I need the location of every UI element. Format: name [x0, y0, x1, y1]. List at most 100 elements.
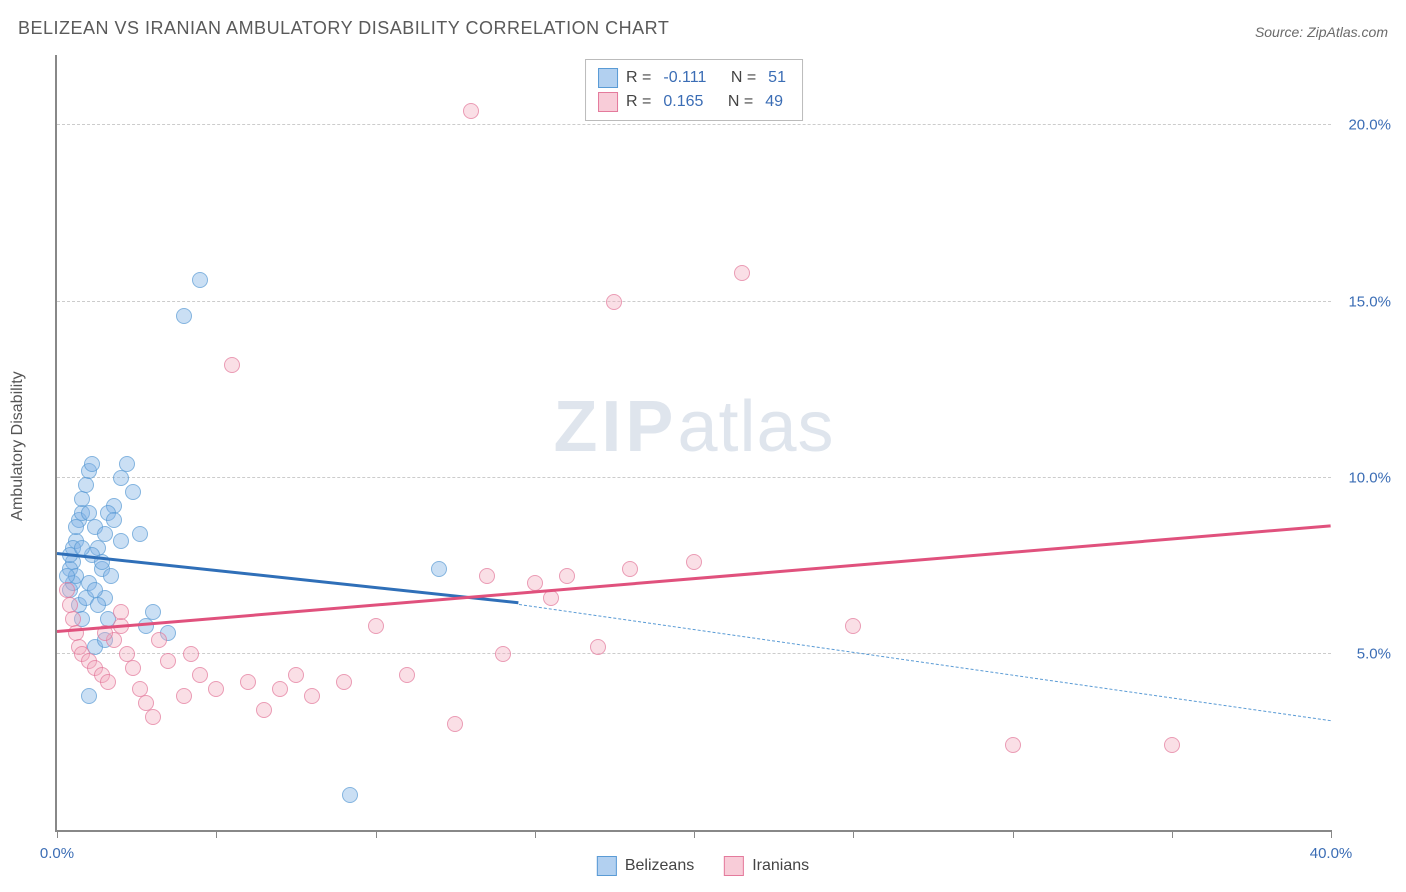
stat-legend-row-iranians: R = 0.165 N = 49	[598, 90, 790, 114]
swatch-icon	[598, 68, 618, 88]
scatter-point	[145, 604, 161, 620]
trend-line	[57, 524, 1331, 633]
chart-title: BELIZEAN VS IRANIAN AMBULATORY DISABILIT…	[18, 18, 669, 39]
stat-r-label: R =	[626, 69, 651, 87]
scatter-point	[160, 653, 176, 669]
scatter-point	[106, 512, 122, 528]
scatter-point	[559, 568, 575, 584]
scatter-point	[590, 639, 606, 655]
trend-line	[57, 552, 519, 604]
scatter-point	[495, 646, 511, 662]
scatter-point	[176, 688, 192, 704]
watermark-bold: ZIP	[553, 387, 677, 467]
scatter-point	[288, 667, 304, 683]
stat-r-value: 0.165	[663, 93, 703, 111]
scatter-point	[368, 618, 384, 634]
x-tick-label: 0.0%	[40, 845, 74, 862]
scatter-point	[399, 667, 415, 683]
scatter-point	[240, 674, 256, 690]
scatter-point	[622, 561, 638, 577]
x-tick	[694, 830, 695, 838]
gridline	[57, 653, 1331, 654]
chart-plot-area: ZIPatlas R = -0.111 N = 51 R = 0.165 N =…	[55, 55, 1331, 832]
x-tick	[1172, 830, 1173, 838]
watermark-rest: atlas	[677, 387, 834, 467]
scatter-point	[113, 470, 129, 486]
scatter-point	[479, 568, 495, 584]
scatter-point	[119, 456, 135, 472]
scatter-point	[145, 709, 161, 725]
x-tick-label: 40.0%	[1310, 845, 1353, 862]
scatter-point	[81, 505, 97, 521]
scatter-point	[125, 484, 141, 500]
stat-n-label: N =	[728, 93, 753, 111]
y-tick-label: 20.0%	[1336, 117, 1391, 134]
y-tick-label: 15.0%	[1336, 293, 1391, 310]
scatter-point	[151, 632, 167, 648]
scatter-point	[78, 477, 94, 493]
scatter-point	[90, 597, 106, 613]
x-tick	[57, 830, 58, 838]
scatter-point	[132, 526, 148, 542]
x-tick	[853, 830, 854, 838]
x-tick	[1331, 830, 1332, 838]
scatter-point	[845, 618, 861, 634]
x-tick	[216, 830, 217, 838]
y-tick-label: 10.0%	[1336, 469, 1391, 486]
scatter-point	[138, 618, 154, 634]
legend-item-belizeans: Belizeans	[597, 856, 694, 876]
scatter-point	[183, 646, 199, 662]
scatter-point	[84, 456, 100, 472]
scatter-point	[304, 688, 320, 704]
stat-n-label: N =	[731, 69, 756, 87]
scatter-point	[192, 272, 208, 288]
scatter-point	[447, 716, 463, 732]
scatter-point	[103, 568, 119, 584]
scatter-point	[527, 575, 543, 591]
scatter-point	[97, 526, 113, 542]
source-credit: Source: ZipAtlas.com	[1255, 24, 1388, 40]
x-tick	[1013, 830, 1014, 838]
trend-line	[519, 604, 1331, 721]
scatter-point	[74, 540, 90, 556]
stat-r-value: -0.111	[663, 69, 706, 87]
scatter-point	[543, 590, 559, 606]
scatter-point	[81, 688, 97, 704]
scatter-point	[606, 294, 622, 310]
scatter-point	[256, 702, 272, 718]
stat-n-value: 49	[765, 93, 783, 111]
gridline	[57, 477, 1331, 478]
y-axis-label: Ambulatory Disability	[9, 371, 27, 520]
scatter-point	[125, 660, 141, 676]
scatter-point	[176, 308, 192, 324]
swatch-icon	[598, 92, 618, 112]
legend-label: Iranians	[752, 857, 809, 875]
scatter-point	[113, 618, 129, 634]
legend-item-iranians: Iranians	[724, 856, 809, 876]
scatter-point	[431, 561, 447, 577]
x-tick	[535, 830, 536, 838]
scatter-point	[734, 265, 750, 281]
stat-legend: R = -0.111 N = 51 R = 0.165 N = 49	[585, 59, 803, 121]
scatter-point	[1005, 737, 1021, 753]
y-tick-label: 5.0%	[1336, 645, 1391, 662]
swatch-icon	[724, 856, 744, 876]
swatch-icon	[597, 856, 617, 876]
watermark: ZIPatlas	[553, 386, 834, 468]
gridline	[57, 301, 1331, 302]
stat-r-label: R =	[626, 93, 651, 111]
scatter-point	[463, 103, 479, 119]
scatter-point	[113, 533, 129, 549]
scatter-point	[224, 357, 240, 373]
scatter-point	[100, 674, 116, 690]
scatter-point	[686, 554, 702, 570]
scatter-point	[94, 554, 110, 570]
scatter-point	[68, 519, 84, 535]
scatter-point	[272, 681, 288, 697]
scatter-point	[1164, 737, 1180, 753]
x-tick	[376, 830, 377, 838]
scatter-point	[192, 667, 208, 683]
legend-label: Belizeans	[625, 857, 694, 875]
scatter-point	[113, 604, 129, 620]
scatter-point	[342, 787, 358, 803]
